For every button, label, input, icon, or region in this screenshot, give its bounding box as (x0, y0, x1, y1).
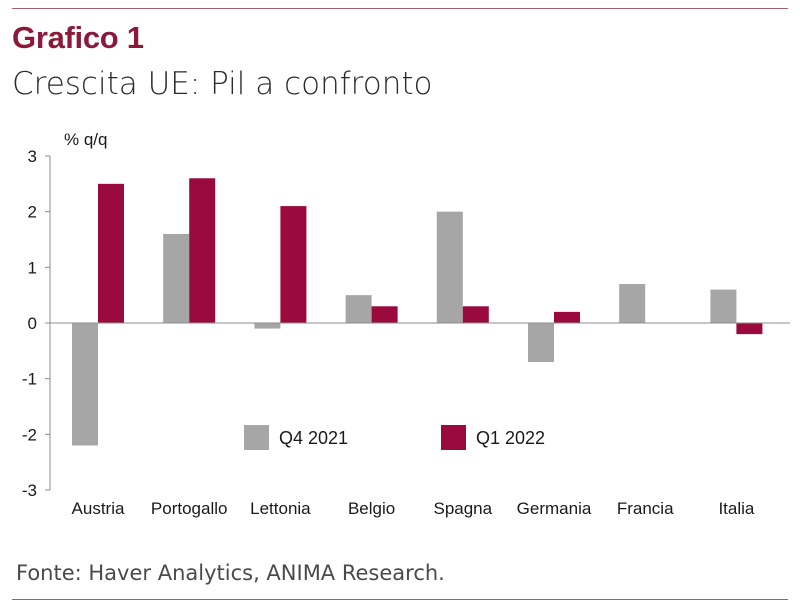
bar (163, 233, 190, 323)
y-tick-label: 1 (28, 258, 37, 277)
category-label: Belgio (348, 499, 395, 518)
bar (98, 183, 124, 323)
bar (710, 289, 737, 323)
bar (280, 206, 307, 323)
y-tick-label: 0 (28, 314, 37, 333)
category-label: Lettonia (250, 499, 311, 518)
source-note: Fonte: Haver Analytics, ANIMA Research. (16, 561, 445, 585)
bar (436, 211, 463, 323)
y-tick-label: -2 (22, 425, 37, 444)
bar (736, 323, 763, 335)
bar (72, 323, 98, 446)
y-tick-label: -1 (22, 370, 37, 389)
bar (345, 295, 372, 323)
top-rule (12, 8, 788, 9)
category-label: Spagna (433, 499, 492, 518)
category-label: Austria (72, 499, 125, 518)
y-axis-label: % q/q (64, 130, 107, 149)
legend-swatch (441, 425, 466, 450)
category-label: Germania (517, 499, 592, 518)
chart-title: Crescita UE: Pil a confronto (12, 66, 433, 102)
y-tick-label: 2 (28, 203, 37, 222)
chart-label: Grafico 1 (12, 20, 144, 55)
y-tick-label: 3 (28, 147, 37, 166)
legend-swatch (244, 425, 269, 450)
bar (619, 284, 646, 323)
legend-label: Q4 2021 (279, 428, 348, 448)
y-tick-label: -3 (22, 481, 37, 500)
category-label: Francia (617, 499, 674, 518)
bar (371, 306, 398, 323)
bar-chart: 3 2 1 0 -1 -2 -3 % q/q Austria Portogallo Lettonia… (22, 130, 790, 518)
legend-label: Q1 2022 (476, 428, 545, 448)
category-label: Italia (718, 499, 754, 518)
category-label: Portogallo (151, 499, 228, 518)
bar (189, 178, 216, 323)
bar (254, 323, 281, 329)
bar (462, 306, 489, 323)
bottom-rule (12, 599, 788, 600)
bar (528, 323, 554, 362)
bar (554, 311, 580, 323)
